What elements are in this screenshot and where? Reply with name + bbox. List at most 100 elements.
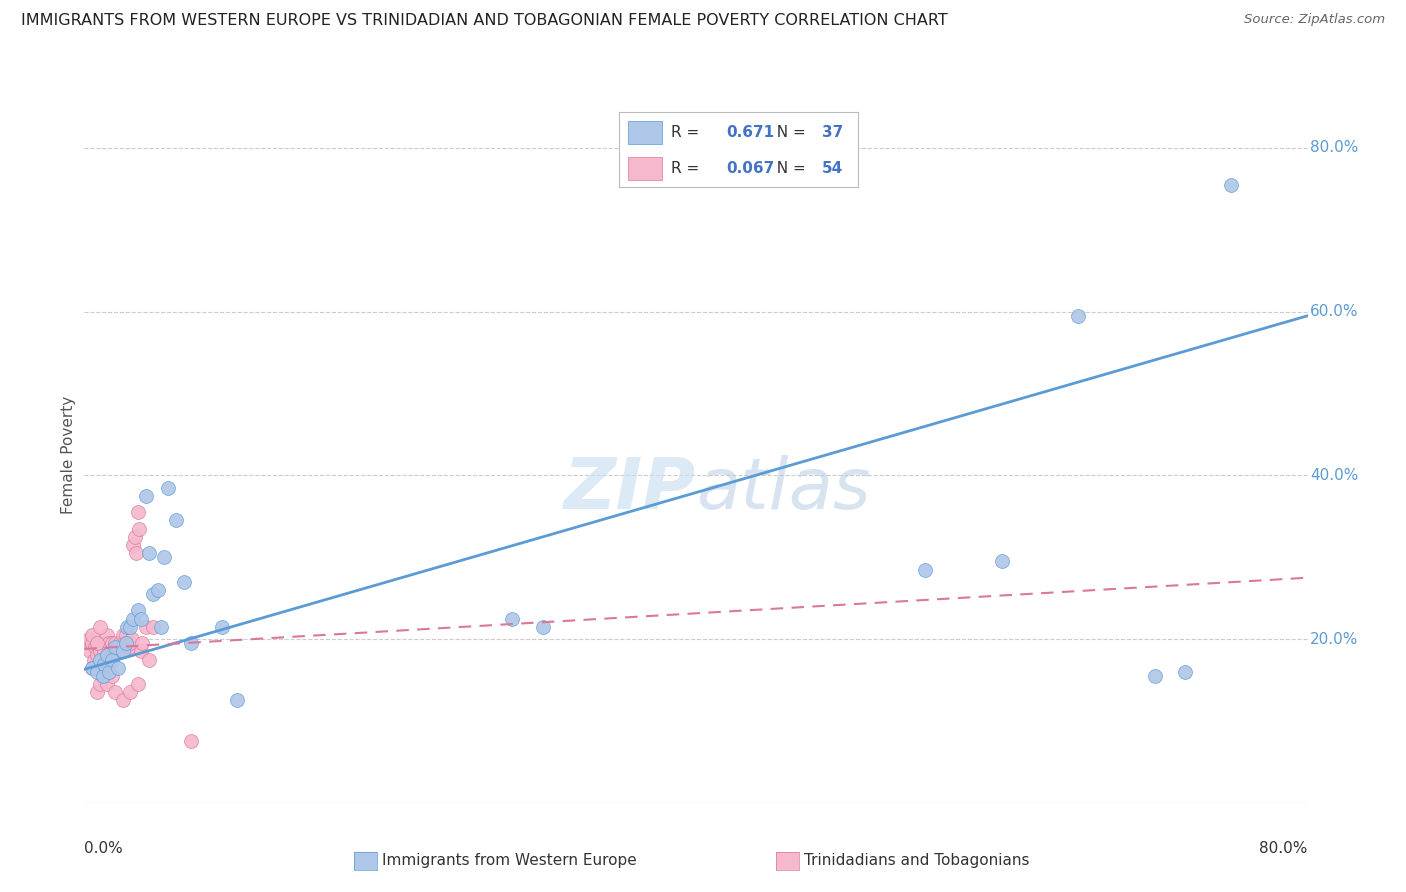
Point [96,648,118,663]
Point [502,612,524,626]
Point [127,505,149,519]
Point [84,640,107,655]
Point [101,636,124,650]
Point [93,657,115,671]
Text: Immigrants from Western Europe: Immigrants from Western Europe [382,854,637,868]
Point [114,636,136,650]
Point [80,661,103,675]
Point [138,652,160,666]
Point [104,636,127,650]
Point [91,640,114,655]
Y-axis label: Female Poverty: Female Poverty [60,396,76,514]
Point [86,636,108,650]
Text: Source: ZipAtlas.com: Source: ZipAtlas.com [1244,13,1385,27]
Point [124,530,146,544]
Point [101,652,124,666]
Point [129,612,152,626]
Text: R =: R = [671,161,704,176]
Text: R =: R = [671,125,704,140]
Text: 80.0%: 80.0% [1310,140,1358,155]
Point [77,632,100,646]
Point [96,628,118,642]
Point [90,652,112,666]
Point [104,685,127,699]
Point [107,644,129,658]
Text: 37: 37 [821,125,844,140]
Point [112,636,135,650]
Text: 40.0%: 40.0% [1310,468,1358,483]
Point [79,644,101,658]
Text: N =: N = [766,125,810,140]
Point [120,636,142,650]
Point [122,538,145,552]
Text: ZIP: ZIP [564,455,696,524]
Point [115,636,138,650]
Point [180,636,202,650]
Point [153,550,176,565]
Point [180,734,202,748]
Point [127,603,149,617]
Point [125,546,148,560]
Point [93,644,115,658]
Point [108,636,131,650]
Text: 54: 54 [821,161,844,176]
Point [111,693,134,707]
Point [122,612,145,626]
Point [129,644,152,658]
Point [110,644,132,658]
Point [97,636,120,650]
Point [128,522,150,536]
Point [80,661,103,675]
Point [80,636,103,650]
Point [89,644,111,658]
Point [1220,178,1243,192]
Point [142,587,165,601]
Point [121,632,143,646]
Point [86,648,108,663]
Point [1067,309,1090,323]
Point [86,665,108,679]
Point [165,513,187,527]
Point [96,677,118,691]
Point [89,677,111,691]
Point [91,669,114,683]
Point [138,546,160,560]
Point [111,628,134,642]
Point [115,620,138,634]
Point [98,644,121,658]
Text: 0.671: 0.671 [725,125,775,140]
Text: 0.067: 0.067 [725,161,775,176]
Point [80,628,103,642]
Point [173,574,195,589]
Point [83,652,105,666]
Point [120,685,142,699]
Point [135,489,157,503]
Text: 20.0%: 20.0% [1310,632,1358,647]
Point [89,620,111,634]
FancyBboxPatch shape [628,121,662,145]
Point [149,620,172,634]
Point [89,652,111,666]
Point [114,628,136,642]
Point [135,620,157,634]
Point [103,644,125,658]
Text: Trinidadians and Tobagonians: Trinidadians and Tobagonians [804,854,1029,868]
Point [991,554,1014,568]
Point [211,620,233,634]
Point [105,644,128,658]
Point [87,636,110,650]
Point [107,661,129,675]
Point [131,636,153,650]
Point [142,620,165,634]
Point [1143,669,1166,683]
Point [118,640,141,655]
Point [94,636,117,650]
Point [226,693,249,707]
Point [157,481,180,495]
Point [86,685,108,699]
Point [76,636,98,650]
Point [120,620,142,634]
Point [531,620,554,634]
Text: atlas: atlas [696,455,870,524]
Point [101,669,124,683]
